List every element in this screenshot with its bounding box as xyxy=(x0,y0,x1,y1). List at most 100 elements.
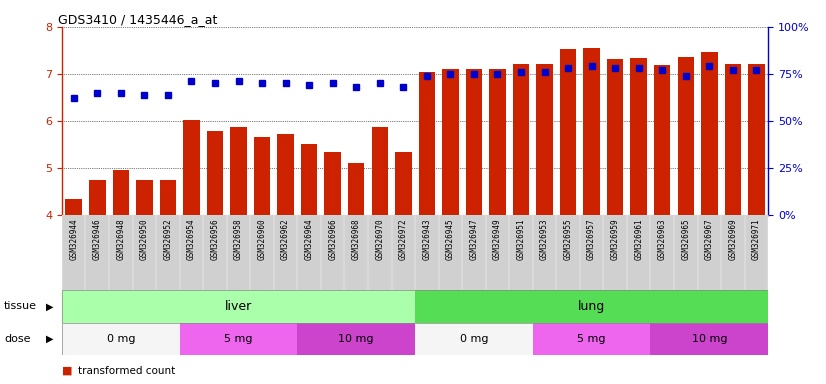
Bar xyxy=(132,215,156,290)
Bar xyxy=(486,215,509,290)
Bar xyxy=(439,215,463,290)
Bar xyxy=(745,215,768,290)
Text: GSM326971: GSM326971 xyxy=(752,219,761,260)
Text: GSM326968: GSM326968 xyxy=(352,219,361,260)
Text: GSM326945: GSM326945 xyxy=(446,219,455,260)
Bar xyxy=(395,152,411,215)
Text: GSM326961: GSM326961 xyxy=(634,219,643,260)
Bar xyxy=(62,323,180,355)
Bar xyxy=(89,180,106,215)
Bar xyxy=(701,52,718,215)
Text: lung: lung xyxy=(578,300,605,313)
Bar xyxy=(112,170,129,215)
Bar xyxy=(348,163,364,215)
Text: ▶: ▶ xyxy=(46,334,54,344)
Bar xyxy=(674,215,698,290)
Bar xyxy=(513,64,529,215)
Text: 5 mg: 5 mg xyxy=(577,334,606,344)
Text: transformed count: transformed count xyxy=(78,366,176,376)
Bar xyxy=(415,290,768,323)
Text: GSM326947: GSM326947 xyxy=(469,219,478,260)
Bar xyxy=(536,64,553,215)
Bar xyxy=(136,180,153,215)
Bar xyxy=(557,215,580,290)
Bar xyxy=(651,215,674,290)
Text: GSM326970: GSM326970 xyxy=(375,219,384,260)
Text: dose: dose xyxy=(4,334,31,344)
Bar xyxy=(297,215,320,290)
Bar xyxy=(415,215,439,290)
Bar xyxy=(344,215,368,290)
Text: GSM326952: GSM326952 xyxy=(164,219,173,260)
Bar xyxy=(62,290,415,323)
Bar xyxy=(580,215,603,290)
Bar xyxy=(697,215,721,290)
Bar xyxy=(183,120,200,215)
Text: GSM326951: GSM326951 xyxy=(516,219,525,260)
Bar xyxy=(392,215,415,290)
Text: liver: liver xyxy=(225,300,252,313)
Bar xyxy=(489,69,506,215)
Text: GSM326954: GSM326954 xyxy=(187,219,196,260)
Bar xyxy=(250,215,274,290)
Bar xyxy=(419,71,435,215)
Text: ■: ■ xyxy=(62,366,73,376)
Text: GSM326969: GSM326969 xyxy=(729,219,738,260)
Text: GSM326962: GSM326962 xyxy=(281,219,290,260)
Bar xyxy=(65,199,82,215)
Text: GSM326943: GSM326943 xyxy=(422,219,431,260)
Text: 10 mg: 10 mg xyxy=(339,334,374,344)
Bar xyxy=(180,323,297,355)
Text: 5 mg: 5 mg xyxy=(224,334,253,344)
Text: GSM326967: GSM326967 xyxy=(705,219,714,260)
Bar xyxy=(297,323,415,355)
Bar xyxy=(320,215,344,290)
Text: GSM326964: GSM326964 xyxy=(305,219,314,260)
Bar xyxy=(62,215,86,290)
Bar xyxy=(86,215,109,290)
Bar xyxy=(156,215,180,290)
Bar xyxy=(721,215,745,290)
Text: GSM326950: GSM326950 xyxy=(140,219,149,260)
Bar xyxy=(159,180,176,215)
Text: GSM326960: GSM326960 xyxy=(258,219,267,260)
Bar xyxy=(533,215,557,290)
Bar xyxy=(603,215,627,290)
Text: GSM326959: GSM326959 xyxy=(610,219,620,260)
Text: 0 mg: 0 mg xyxy=(459,334,488,344)
Bar xyxy=(627,215,651,290)
Bar xyxy=(230,127,247,215)
Text: GSM326958: GSM326958 xyxy=(234,219,243,260)
Text: tissue: tissue xyxy=(4,301,37,311)
Bar xyxy=(203,215,226,290)
Bar xyxy=(677,58,694,215)
Bar xyxy=(415,323,533,355)
Text: GSM326965: GSM326965 xyxy=(681,219,691,260)
Text: 10 mg: 10 mg xyxy=(691,334,727,344)
Bar xyxy=(278,134,294,215)
Bar xyxy=(442,69,458,215)
Text: GSM326972: GSM326972 xyxy=(399,219,408,260)
Text: GDS3410 / 1435446_a_at: GDS3410 / 1435446_a_at xyxy=(59,13,218,26)
Text: ▶: ▶ xyxy=(46,301,54,311)
Bar xyxy=(368,215,392,290)
Text: GSM326957: GSM326957 xyxy=(587,219,596,260)
Bar xyxy=(180,215,203,290)
Bar xyxy=(654,65,671,215)
Bar xyxy=(583,48,600,215)
Text: GSM326963: GSM326963 xyxy=(657,219,667,260)
Text: GSM326956: GSM326956 xyxy=(211,219,220,260)
Bar xyxy=(226,215,250,290)
Bar xyxy=(325,152,341,215)
Bar xyxy=(724,64,741,215)
Bar xyxy=(301,144,317,215)
Bar xyxy=(463,215,486,290)
Bar xyxy=(509,215,533,290)
Bar xyxy=(533,323,651,355)
Bar xyxy=(109,215,132,290)
Text: 0 mg: 0 mg xyxy=(107,334,135,344)
Text: GSM326953: GSM326953 xyxy=(540,219,549,260)
Bar xyxy=(630,58,647,215)
Text: GSM326944: GSM326944 xyxy=(69,219,78,260)
Bar xyxy=(607,59,624,215)
